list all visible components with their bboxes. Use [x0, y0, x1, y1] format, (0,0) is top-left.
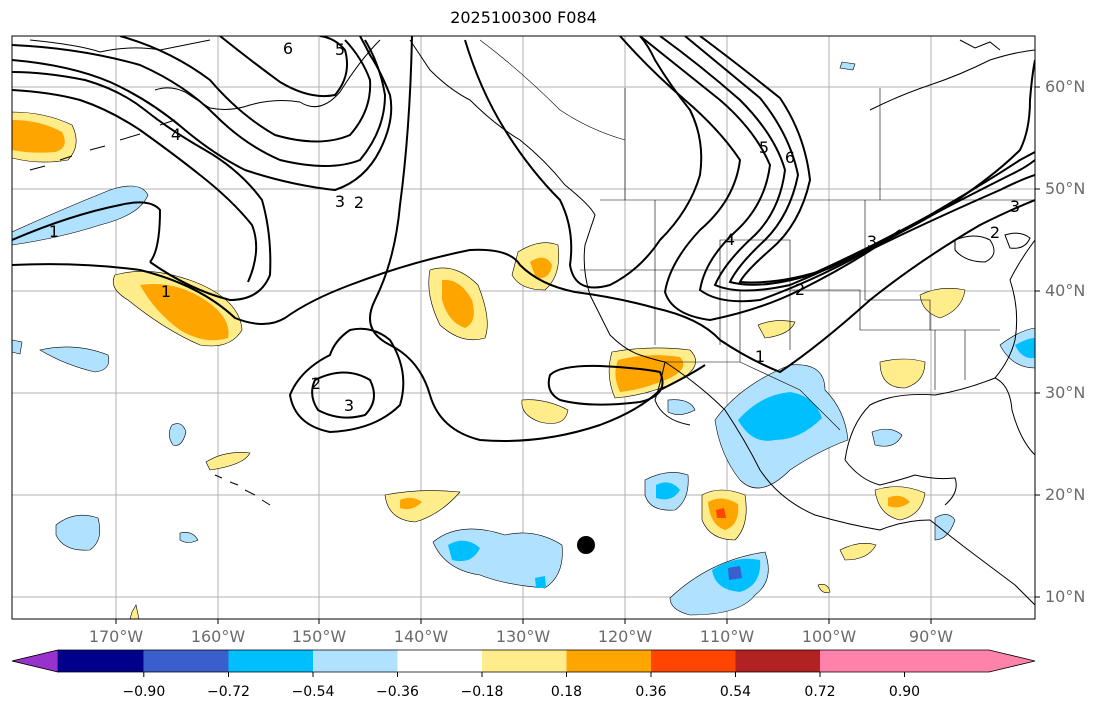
contour-label: 3 — [335, 192, 345, 211]
lon-label: 120°W — [597, 627, 653, 646]
colorbar-tick-label: −0.36 — [376, 684, 419, 700]
contour-label: 2 — [311, 374, 321, 393]
lon-label: 110°W — [699, 627, 755, 646]
contour-label: 6 — [785, 148, 795, 167]
contour-label: 4 — [171, 125, 181, 144]
contour-label: 2 — [990, 223, 1000, 242]
colorbar-segment — [820, 650, 905, 672]
colorbar-tick-label: 0.18 — [550, 684, 583, 700]
lon-label: 130°W — [495, 627, 551, 646]
lat-label: 50°N — [1045, 179, 1086, 198]
colorbar-tick-label: 0.90 — [888, 684, 921, 700]
lat-label: 30°N — [1045, 383, 1086, 402]
contour-label: 5 — [759, 138, 769, 157]
contour-label: 3 — [1010, 197, 1020, 216]
lon-label: 100°W — [801, 627, 857, 646]
lon-label: 170°W — [88, 627, 144, 646]
colorbar-segment — [482, 650, 567, 672]
axis-ticks — [115, 86, 1040, 624]
lon-label: 160°W — [190, 627, 246, 646]
lon-label: 90°W — [908, 627, 954, 646]
contour-label: 2 — [795, 280, 805, 299]
contour-labels: 6 5 4 3 2 1 1 2 3 4 5 6 3 2 1 2 3 — [49, 39, 1020, 415]
colorbar-tick-label: 0.72 — [804, 684, 836, 700]
colorbar-extend-low — [11, 649, 59, 673]
colorbar-tick-label: 0.36 — [635, 684, 667, 700]
colorbar-tick-label: −0.54 — [291, 684, 335, 700]
contour-label: 5 — [335, 40, 345, 59]
colorbar-segment — [143, 650, 229, 672]
colorbar-segment — [58, 650, 144, 672]
colorbar-segment — [397, 650, 483, 672]
colorbar-tick-label: −0.90 — [122, 684, 166, 700]
colorbar-segment — [566, 650, 652, 672]
colorbar-segment — [313, 650, 398, 672]
contour-label: 1 — [161, 282, 171, 301]
lon-label: 140°W — [393, 627, 449, 646]
contour-lines — [12, 36, 1035, 442]
colorbar-tick-label: −0.72 — [207, 684, 250, 700]
contour-label: 1 — [755, 347, 765, 366]
contour-label: 1 — [49, 222, 59, 241]
storm-center-marker — [577, 536, 595, 554]
lat-label: 10°N — [1045, 587, 1086, 606]
lon-label: 150°W — [291, 627, 347, 646]
contour-label: 4 — [725, 230, 735, 249]
lat-label: 40°N — [1045, 281, 1086, 300]
colorbar-segment — [651, 650, 736, 672]
map-title: 2025100300 F084 — [450, 8, 597, 27]
colorbar-tick-label: 0.54 — [719, 684, 752, 700]
lat-label: 60°N — [1045, 77, 1086, 96]
political-borders — [479, 39, 1035, 431]
anomaly-shading — [12, 61, 1035, 619]
contour-label: 2 — [354, 193, 364, 212]
colorbar — [11, 649, 1036, 677]
contour-label: 6 — [283, 39, 293, 58]
colorbar-segment — [735, 650, 821, 672]
contour-label: 3 — [867, 232, 877, 251]
colorbar-tick-label: −0.18 — [460, 684, 504, 700]
colorbar-segment — [228, 650, 314, 672]
contour-label: 3 — [344, 396, 354, 415]
lat-label: 20°N — [1045, 485, 1086, 504]
graticule — [12, 36, 1035, 619]
